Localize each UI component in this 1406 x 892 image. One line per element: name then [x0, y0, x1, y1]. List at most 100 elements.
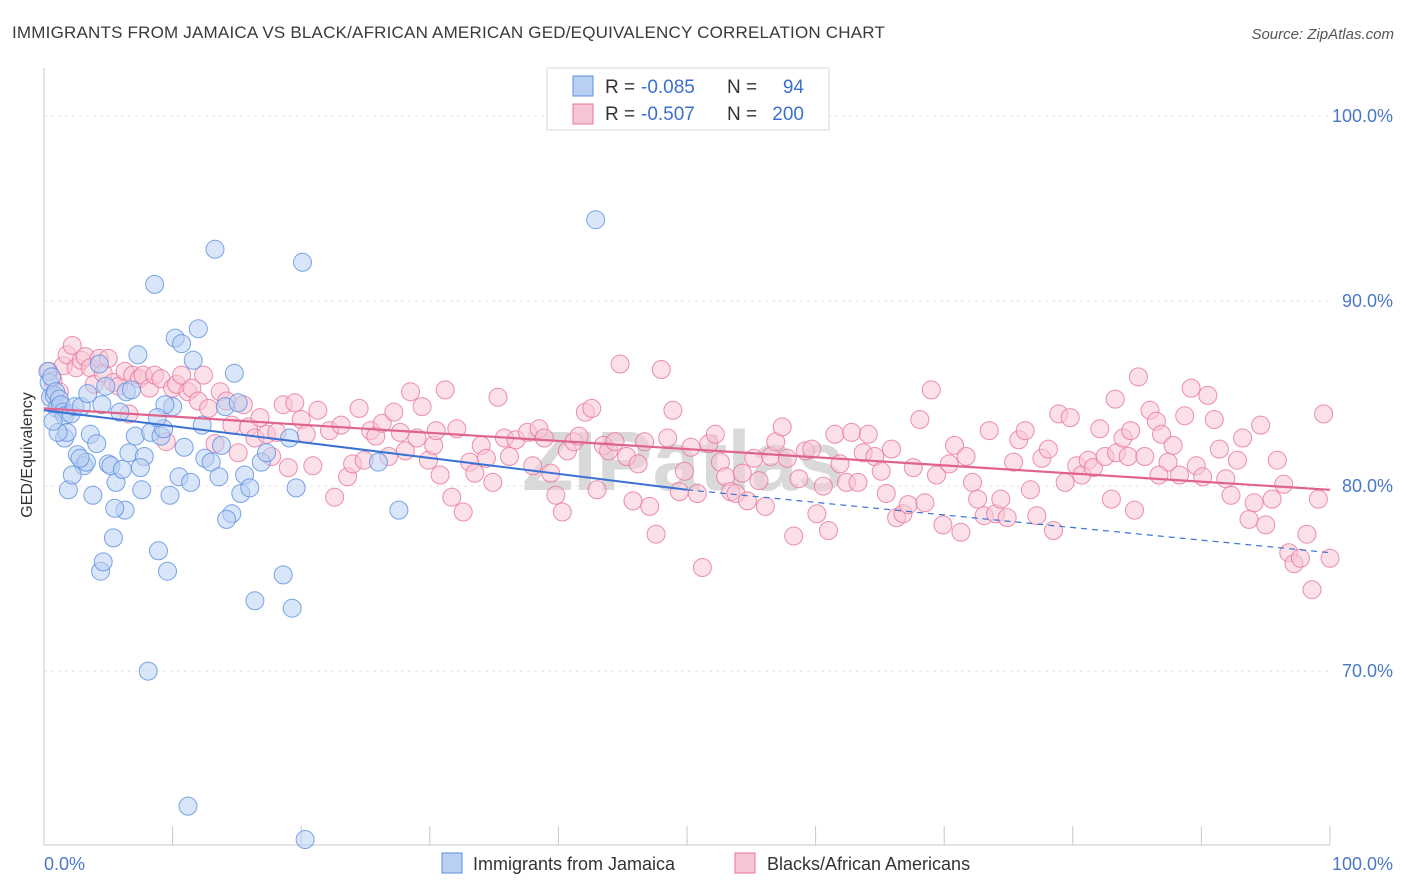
point-blacks	[951, 522, 971, 542]
point-jamaica	[224, 363, 244, 383]
point-blacks	[62, 336, 82, 355]
point-blacks	[1020, 480, 1040, 500]
point-blacks	[325, 487, 345, 507]
point-blacks	[194, 365, 213, 385]
point-jamaica	[43, 411, 63, 431]
legend-n-value-jamaica: 94	[783, 77, 805, 98]
series-legend: Immigrants from Jamaica Blacks/African A…	[441, 852, 970, 874]
point-blacks	[628, 454, 648, 474]
source-label: Source: ZipAtlas.com	[1251, 26, 1394, 43]
point-blacks	[1320, 548, 1340, 568]
point-blacks	[825, 424, 845, 444]
y-tick-label: 70.0%	[1342, 661, 1393, 681]
point-jamaica	[103, 528, 123, 548]
legend-r-label-blacks: R =	[605, 104, 635, 125]
point-blacks	[939, 454, 959, 474]
point-blacks	[1118, 447, 1138, 466]
point-blacks	[1262, 489, 1282, 509]
point-blacks	[331, 415, 351, 435]
point-blacks	[921, 380, 941, 400]
point-blacks	[1181, 378, 1201, 398]
point-blacks	[1244, 493, 1264, 513]
point-blacks	[669, 482, 689, 502]
point-blacks	[401, 382, 420, 402]
point-jamaica	[147, 408, 167, 428]
point-blacks	[407, 428, 427, 448]
point-jamaica	[183, 350, 203, 370]
legend-r-value-jamaica: -0.085	[641, 77, 695, 98]
point-jamaica	[174, 437, 194, 457]
point-jamaica	[228, 393, 248, 413]
y-tick-labels: 70.0% 80.0% 90.0% 100.0%	[1332, 106, 1393, 681]
point-blacks	[842, 422, 862, 442]
point-blacks	[927, 465, 946, 485]
point-blacks	[384, 402, 404, 422]
point-blacks	[813, 476, 833, 496]
point-jamaica	[130, 458, 150, 478]
point-blacks	[250, 408, 270, 428]
point-blacks	[1209, 439, 1229, 459]
point-jamaica	[212, 435, 231, 455]
point-jamaica	[282, 598, 302, 618]
point-blacks	[646, 524, 666, 544]
point-blacks	[587, 480, 607, 500]
point-jamaica	[217, 509, 237, 529]
x-tick-label-0: 0.0%	[44, 854, 85, 874]
stats-legend-box	[546, 67, 830, 131]
point-jamaica	[70, 448, 90, 468]
point-jamaica	[121, 380, 141, 400]
point-jamaica	[209, 467, 229, 487]
point-blacks	[582, 398, 602, 418]
point-blacks	[687, 484, 707, 503]
point-blacks	[1125, 500, 1144, 520]
point-blacks	[681, 437, 701, 457]
y-tick-label: 80.0%	[1342, 476, 1393, 496]
point-jamaica	[245, 591, 265, 611]
point-jamaica	[205, 239, 225, 259]
point-blacks	[858, 424, 878, 444]
point-blacks	[737, 491, 757, 511]
point-blacks	[546, 485, 566, 505]
point-blacks	[1216, 469, 1236, 489]
point-blacks	[1149, 465, 1169, 485]
point-blacks	[777, 448, 797, 468]
legend-swatch-jamaica	[572, 75, 594, 97]
point-jamaica	[181, 472, 201, 492]
point-blacks	[789, 469, 809, 489]
point-jamaica	[83, 485, 103, 505]
point-blacks	[426, 421, 446, 441]
point-blacks	[372, 413, 392, 433]
point-blacks	[296, 424, 316, 444]
point-blacks	[610, 354, 630, 374]
point-jamaica	[273, 565, 293, 585]
gridlines	[44, 115, 1330, 672]
point-blacks	[956, 447, 976, 466]
point-jamaica	[112, 459, 132, 479]
point-jamaica	[93, 552, 113, 572]
point-blacks	[412, 397, 432, 417]
point-blacks	[465, 463, 485, 483]
legend-r-value-blacks: -0.507	[641, 104, 695, 125]
y-tick-label: 100.0%	[1332, 106, 1393, 126]
point-blacks	[1256, 515, 1276, 535]
point-blacks	[1308, 489, 1328, 509]
point-jamaica	[178, 796, 198, 816]
point-jamaica	[280, 428, 300, 448]
series-legend-swatch-blacks	[734, 852, 756, 874]
point-blacks	[910, 410, 930, 429]
point-blacks	[674, 461, 694, 481]
point-blacks	[1163, 435, 1183, 455]
point-blacks	[1204, 410, 1224, 429]
point-blacks	[963, 472, 982, 492]
point-blacks	[663, 400, 683, 420]
point-blacks	[435, 380, 455, 400]
point-jamaica	[201, 452, 221, 472]
point-jamaica	[257, 443, 276, 463]
point-blacks	[1302, 580, 1322, 600]
point-blacks	[1128, 367, 1148, 387]
series-legend-label-blacks: Blacks/African Americans	[767, 854, 970, 874]
y-tick-label: 90.0%	[1342, 291, 1393, 311]
x-tick-label-100: 100.0%	[1332, 854, 1393, 874]
point-blacks	[705, 424, 725, 444]
